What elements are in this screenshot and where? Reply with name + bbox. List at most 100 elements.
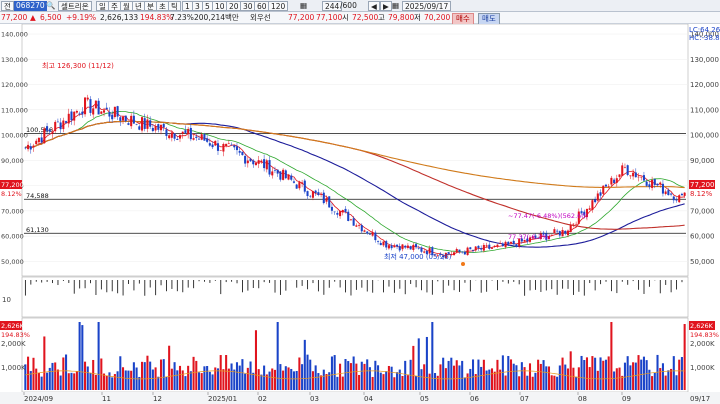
- volume-bar[interactable]: [89, 373, 92, 390]
- volume-bar[interactable]: [618, 367, 621, 390]
- volume-bar[interactable]: [480, 366, 483, 390]
- candle[interactable]: [187, 128, 190, 134]
- candle[interactable]: [447, 252, 450, 254]
- volume-bar[interactable]: [496, 359, 499, 390]
- candle[interactable]: [303, 180, 306, 192]
- candle[interactable]: [56, 121, 59, 123]
- candle[interactable]: [230, 144, 233, 146]
- volume-bar[interactable]: [279, 364, 282, 390]
- volume-bar[interactable]: [206, 366, 209, 390]
- volume-bar[interactable]: [154, 367, 157, 390]
- candle[interactable]: [455, 248, 458, 252]
- volume-bar[interactable]: [197, 372, 201, 390]
- volume-bar[interactable]: [73, 373, 76, 390]
- volume-bar[interactable]: [539, 363, 542, 390]
- volume-bar[interactable]: [572, 367, 575, 390]
- volume-bar[interactable]: [56, 369, 59, 390]
- candle[interactable]: [550, 234, 553, 236]
- volume-bar[interactable]: [103, 373, 106, 390]
- volume-bar[interactable]: [393, 377, 396, 390]
- candle[interactable]: [146, 119, 149, 129]
- candle[interactable]: [585, 208, 589, 218]
- candle[interactable]: [556, 230, 559, 232]
- period-button-6[interactable]: 틱: [168, 1, 181, 11]
- candle[interactable]: [97, 100, 100, 115]
- candle[interactable]: [575, 223, 578, 225]
- volume-bar[interactable]: [463, 377, 466, 390]
- volume-bar[interactable]: [143, 362, 146, 390]
- candle[interactable]: [73, 111, 76, 121]
- volume-bar[interactable]: [623, 362, 626, 390]
- candle[interactable]: [322, 192, 325, 204]
- volume-bar[interactable]: [339, 363, 342, 390]
- volume-bar[interactable]: [420, 369, 423, 390]
- volume-bar[interactable]: [67, 373, 70, 390]
- candle[interactable]: [664, 191, 667, 194]
- volume-bar[interactable]: [235, 362, 239, 390]
- volume-bar[interactable]: [146, 355, 149, 390]
- candle[interactable]: [401, 244, 404, 250]
- candle[interactable]: [656, 183, 659, 186]
- volume-bar[interactable]: [653, 372, 656, 390]
- candle[interactable]: [488, 244, 491, 249]
- candle[interactable]: [211, 144, 214, 148]
- volume-bar[interactable]: [184, 376, 187, 390]
- volume-bar[interactable]: [390, 366, 393, 390]
- volume-bar[interactable]: [127, 370, 130, 390]
- volume-bar[interactable]: [349, 363, 352, 390]
- volume-bar[interactable]: [208, 371, 211, 390]
- volume-bar[interactable]: [344, 359, 347, 390]
- candle[interactable]: [32, 145, 35, 148]
- ma240-line[interactable]: [25, 120, 685, 189]
- candle[interactable]: [675, 199, 678, 201]
- candle[interactable]: [434, 255, 437, 257]
- volume-bar[interactable]: [471, 359, 475, 390]
- volume-bar[interactable]: [211, 374, 214, 390]
- candle[interactable]: [235, 146, 239, 151]
- candle[interactable]: [290, 175, 293, 180]
- volume-bar[interactable]: [455, 360, 458, 390]
- candle[interactable]: [65, 121, 68, 123]
- volume-bar[interactable]: [509, 359, 513, 390]
- candle[interactable]: [103, 110, 106, 113]
- volume-bar[interactable]: [51, 362, 54, 390]
- candle[interactable]: [189, 127, 192, 140]
- volume-bar[interactable]: [613, 371, 616, 390]
- volume-bar[interactable]: [59, 375, 62, 390]
- volume-bar[interactable]: [309, 359, 312, 390]
- volume-bar[interactable]: [86, 366, 89, 390]
- volume-panel[interactable]: [21, 317, 689, 393]
- volume-bar[interactable]: [203, 366, 206, 390]
- candle[interactable]: [176, 138, 179, 140]
- candle[interactable]: [244, 155, 247, 164]
- volume-bar[interactable]: [222, 369, 225, 390]
- volume-bar[interactable]: [594, 357, 597, 390]
- volume-bar[interactable]: [406, 375, 409, 390]
- volume-bar[interactable]: [216, 368, 220, 390]
- candle[interactable]: [444, 252, 447, 259]
- candle[interactable]: [159, 124, 163, 131]
- candle[interactable]: [580, 211, 583, 214]
- volume-bar[interactable]: [415, 375, 418, 390]
- candle[interactable]: [301, 182, 304, 184]
- candle[interactable]: [37, 137, 40, 143]
- volume-bar[interactable]: [615, 368, 618, 390]
- volume-bar[interactable]: [485, 370, 488, 390]
- candle[interactable]: [469, 247, 472, 250]
- candle[interactable]: [292, 181, 295, 183]
- candle[interactable]: [157, 124, 160, 130]
- volume-bar[interactable]: [295, 370, 298, 390]
- candle[interactable]: [121, 116, 125, 121]
- candle[interactable]: [360, 225, 363, 232]
- volume-bar[interactable]: [290, 368, 293, 390]
- candle[interactable]: [645, 181, 648, 186]
- candle[interactable]: [423, 251, 426, 253]
- candle[interactable]: [661, 183, 664, 194]
- volume-bar[interactable]: [626, 356, 629, 390]
- period-day-button[interactable]: 일: [96, 1, 109, 11]
- period-button-5[interactable]: 초: [156, 1, 169, 11]
- volume-bar[interactable]: [680, 357, 683, 390]
- candle[interactable]: [333, 211, 336, 213]
- candle[interactable]: [241, 151, 244, 156]
- candle[interactable]: [89, 99, 92, 113]
